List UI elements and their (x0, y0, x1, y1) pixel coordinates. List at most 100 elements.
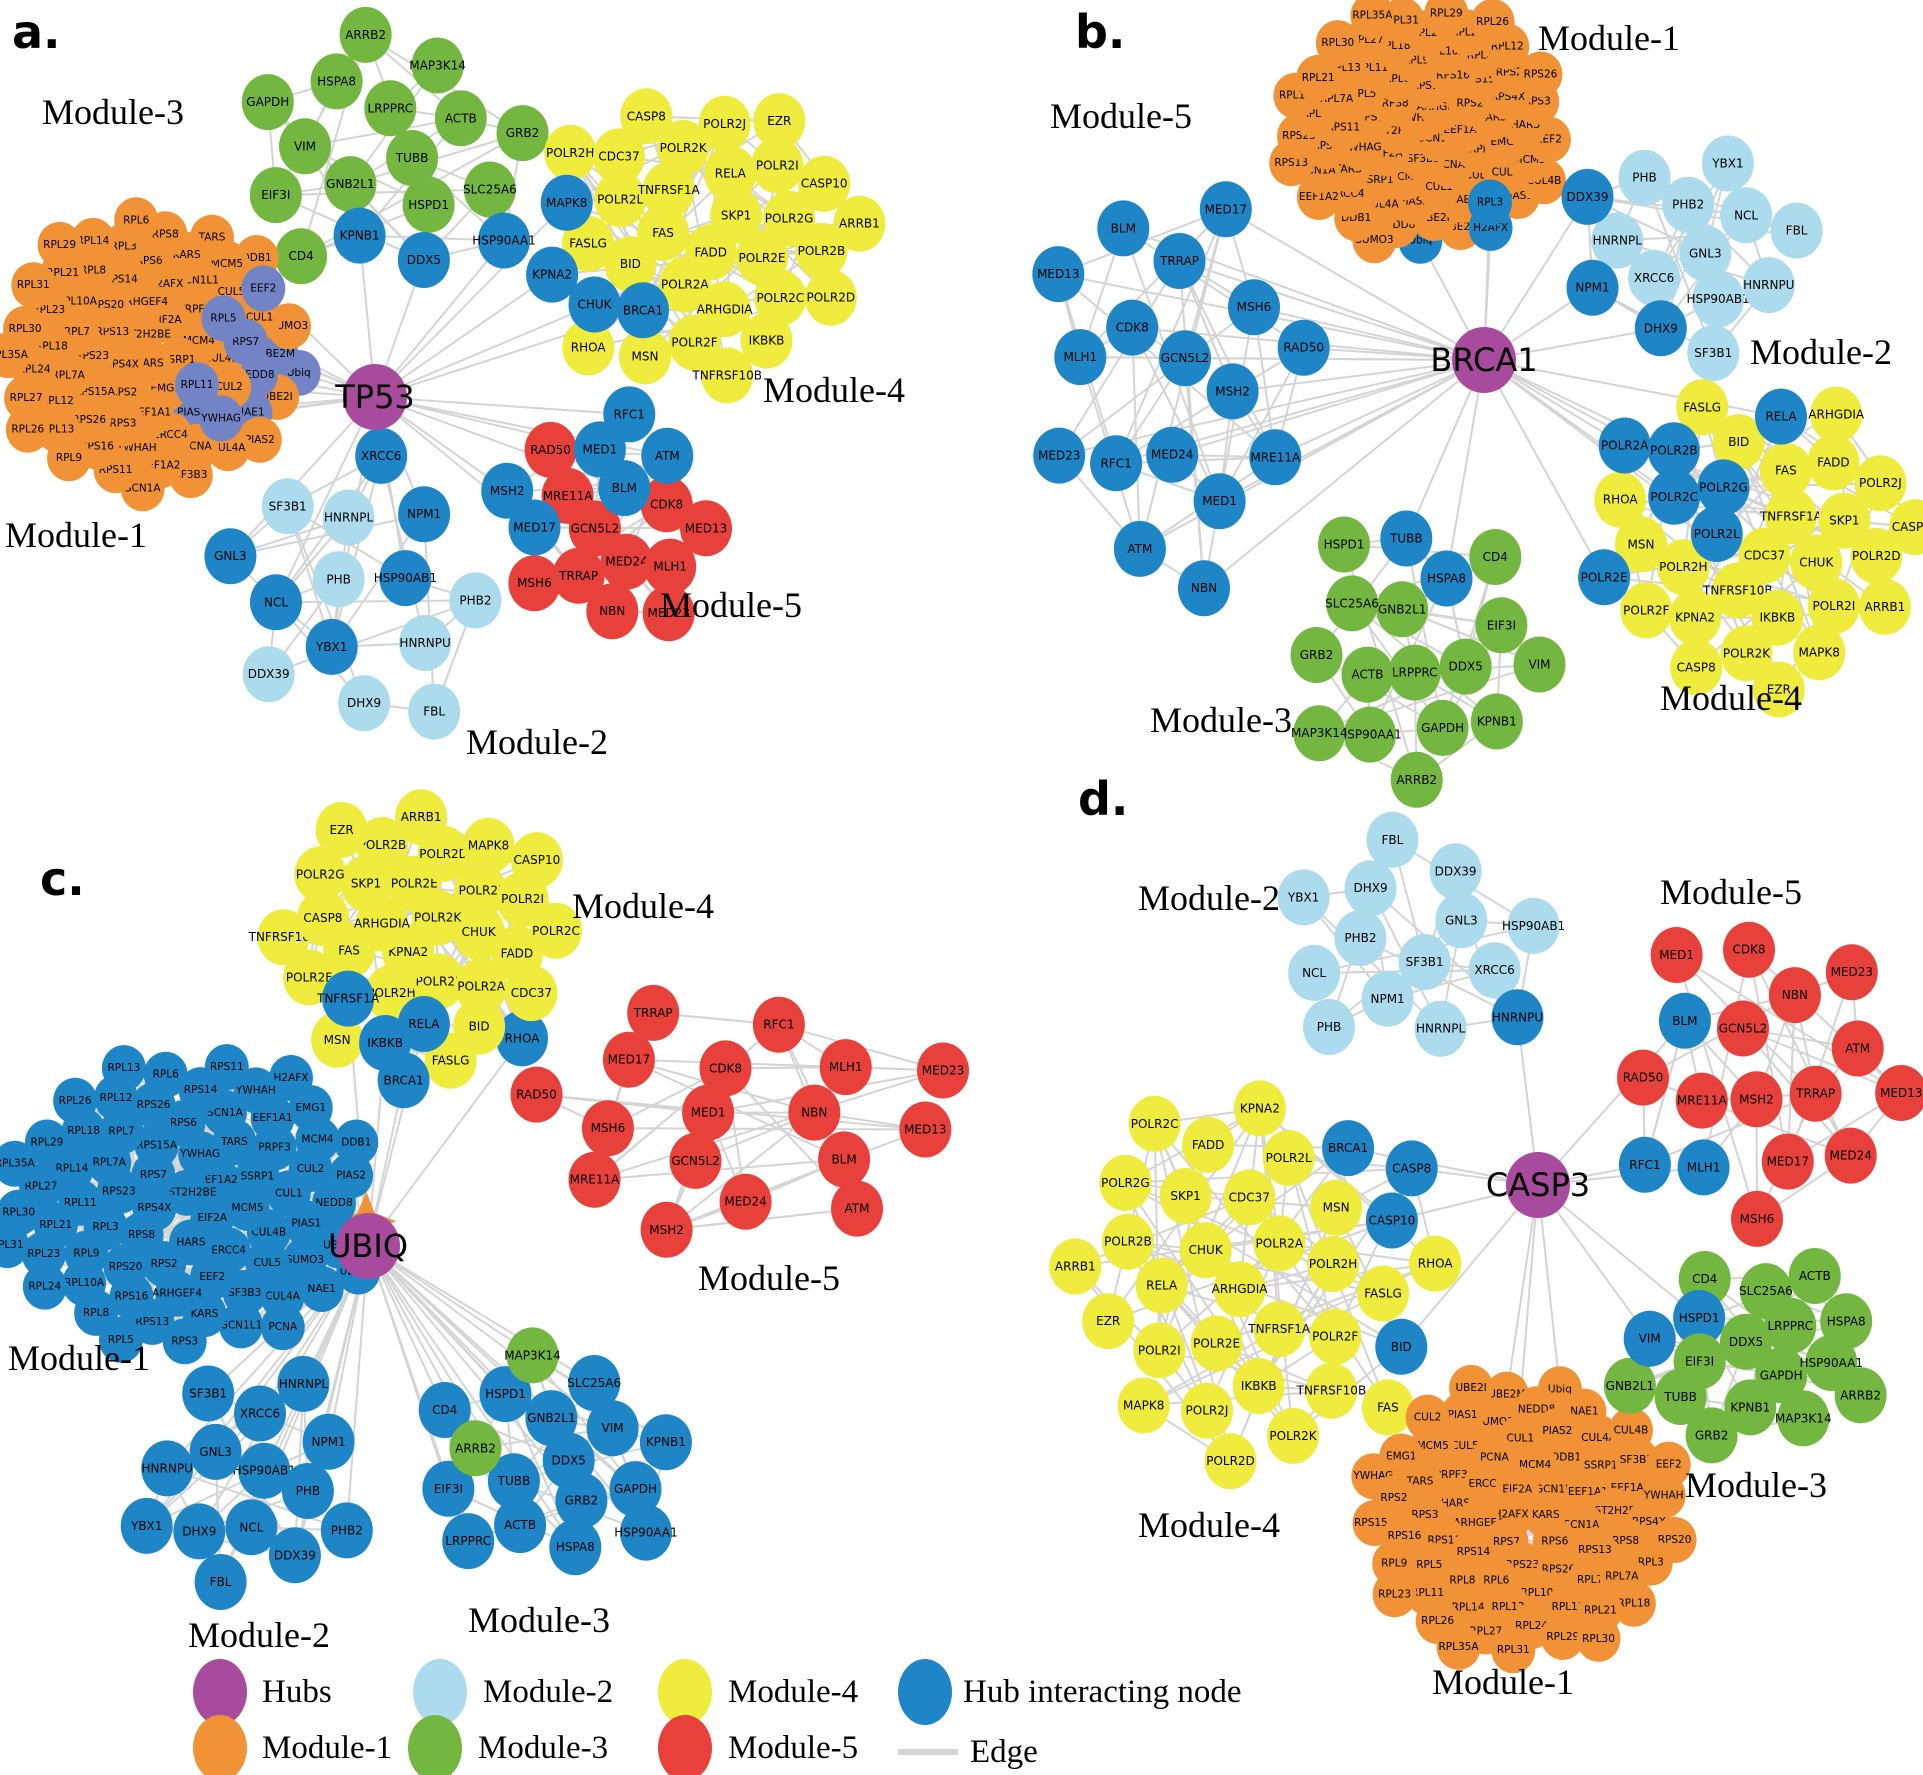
node-GNL3[interactable]: GNL3 (1435, 892, 1488, 949)
node-shape[interactable] (1831, 1020, 1884, 1077)
node-shape[interactable] (1810, 386, 1863, 443)
node-KPNB1[interactable]: KPNB1 (333, 207, 386, 264)
node-shape[interactable] (1277, 869, 1330, 926)
node-MAP3K14[interactable]: MAP3K14 (409, 37, 466, 94)
node-shape[interactable] (1618, 1136, 1671, 1193)
node-shape[interactable] (1365, 1192, 1418, 1249)
node-shape[interactable] (1647, 422, 1700, 479)
node-POLR2B[interactable]: POLR2B (795, 222, 848, 279)
node-CD4[interactable]: CD4 (275, 228, 328, 285)
node-IKBKB[interactable]: IKBKB (1232, 1358, 1285, 1414)
node-RAD50[interactable]: RAD50 (524, 421, 577, 478)
node-MAP3K14[interactable]: MAP3K14 (504, 1327, 561, 1384)
node-shape[interactable] (1854, 455, 1907, 512)
node-EZR[interactable]: EZR (753, 93, 806, 150)
node-shape[interactable] (399, 615, 452, 671)
node-shape[interactable] (250, 574, 302, 631)
node-EIF3I[interactable]: EIF3I (1475, 597, 1528, 654)
node-RPL27[interactable]: RPL27 (4, 375, 49, 422)
node-ARRB1[interactable]: ARRB1 (1049, 1238, 1102, 1295)
node-shape[interactable] (1097, 200, 1150, 257)
node-shape[interactable] (544, 124, 597, 181)
node-POLR2J[interactable]: POLR2J (698, 95, 751, 152)
node-shape[interactable] (1468, 179, 1512, 226)
node-ACTB[interactable]: ACTB (1788, 1248, 1841, 1304)
node-POLR2B[interactable]: POLR2B (356, 817, 409, 873)
node-BRCA1[interactable]: BRCA1 (1322, 1120, 1375, 1177)
node-MRE11A[interactable]: MRE11A (568, 1151, 621, 1208)
node-shape[interactable] (1742, 257, 1795, 314)
node-CHUK[interactable]: CHUK (1790, 534, 1843, 591)
node-shape[interactable] (397, 232, 450, 288)
node-ATM[interactable]: ATM (1831, 1020, 1884, 1077)
node-shape[interactable] (1101, 1213, 1154, 1270)
node-CASP10[interactable]: CASP10 (798, 155, 851, 212)
node-shape[interactable] (1388, 644, 1441, 701)
node-GCN5L2[interactable]: GCN5L2 (1159, 330, 1211, 387)
node-shape[interactable] (1491, 989, 1544, 1046)
node-CASP10[interactable]: CASP10 (1889, 499, 1923, 556)
node-SF3B1[interactable]: SF3B1 (261, 478, 314, 535)
node-shape[interactable] (680, 500, 732, 557)
node-POLR2G[interactable]: POLR2G (1099, 1154, 1152, 1211)
node-EEF2[interactable]: EEF2 (190, 1253, 235, 1300)
node-shape[interactable] (641, 427, 694, 484)
node-POLR2A[interactable]: POLR2A (455, 958, 508, 1015)
node-MSH2[interactable]: MSH2 (1730, 1071, 1783, 1128)
node-HSPA8[interactable]: HSPA8 (1420, 550, 1473, 607)
node-SLC25A6[interactable]: SLC25A6 (463, 161, 517, 218)
node-SLC25A6[interactable]: SLC25A6 (567, 1355, 621, 1411)
node-shape[interactable] (364, 80, 417, 137)
node-POLR2F[interactable]: POLR2F (1309, 1308, 1362, 1365)
node-shape[interactable] (1578, 549, 1631, 606)
node-RPL7A[interactable]: RPL7A (87, 1139, 132, 1186)
node-shape[interactable] (1390, 751, 1443, 808)
node-LRPPRC[interactable]: LRPPRC (1388, 644, 1441, 701)
node-MED17[interactable]: MED17 (1199, 181, 1252, 238)
node-shape[interactable] (698, 95, 751, 152)
node-FADD[interactable]: FADD (1182, 1116, 1235, 1173)
node-MED24[interactable]: MED24 (1824, 1127, 1877, 1184)
node-shape[interactable] (21, 1231, 66, 1278)
node-MED13[interactable]: MED13 (1875, 1065, 1923, 1121)
node-MSH6[interactable]: MSH6 (1731, 1190, 1783, 1247)
node-shape[interactable] (1566, 259, 1619, 316)
node-shape[interactable] (1322, 1120, 1375, 1177)
node-shape[interactable] (699, 1040, 752, 1097)
node-ARRB2[interactable]: ARRB2 (449, 1420, 502, 1477)
node-shape[interactable] (1117, 1377, 1170, 1434)
node-RHOA[interactable]: RHOA (562, 319, 615, 376)
node-MAPK8[interactable]: MAPK8 (462, 817, 515, 874)
node-shape[interactable] (530, 902, 582, 959)
node-shape[interactable] (1249, 429, 1302, 486)
node-shape[interactable] (644, 538, 697, 595)
node-shape[interactable] (449, 572, 502, 629)
node-shape[interactable] (434, 90, 487, 147)
node-shape[interactable] (268, 1527, 321, 1584)
node-MED23[interactable]: MED23 (1033, 427, 1086, 484)
node-SUMO3[interactable]: SUMO3 (282, 1237, 327, 1284)
node-MSN[interactable]: MSN (619, 328, 671, 385)
node-HNRNPL[interactable]: HNRNPL (277, 1355, 330, 1412)
node-BLM[interactable]: BLM (1658, 992, 1711, 1049)
node-shape[interactable] (1385, 1140, 1438, 1197)
node-POLR2F[interactable]: POLR2F (283, 949, 335, 1006)
node-RELA[interactable]: RELA (704, 145, 757, 202)
node-ACTB[interactable]: ACTB (1341, 646, 1394, 703)
node-shape[interactable] (1113, 520, 1166, 577)
node-shape[interactable] (379, 550, 432, 607)
node-shape[interactable] (719, 1173, 772, 1230)
node-shape[interactable] (1190, 1315, 1243, 1372)
node-NPM1[interactable]: NPM1 (302, 1413, 355, 1470)
node-shape[interactable] (4, 375, 49, 422)
node-YBX1[interactable]: YBX1 (1277, 869, 1330, 926)
node-POLR2I[interactable]: POLR2I (1133, 1322, 1186, 1379)
node-shape[interactable] (1398, 934, 1451, 990)
node-MSH2[interactable]: MSH2 (1206, 363, 1259, 420)
node-shape[interactable] (619, 328, 671, 385)
node-TNFRSF1A[interactable]: TNFRSF1A (316, 970, 380, 1027)
node-shape[interactable] (1662, 176, 1715, 233)
node-shape[interactable] (1657, 539, 1710, 596)
node-shape[interactable] (600, 533, 653, 590)
node-shape[interactable] (1204, 1433, 1257, 1490)
